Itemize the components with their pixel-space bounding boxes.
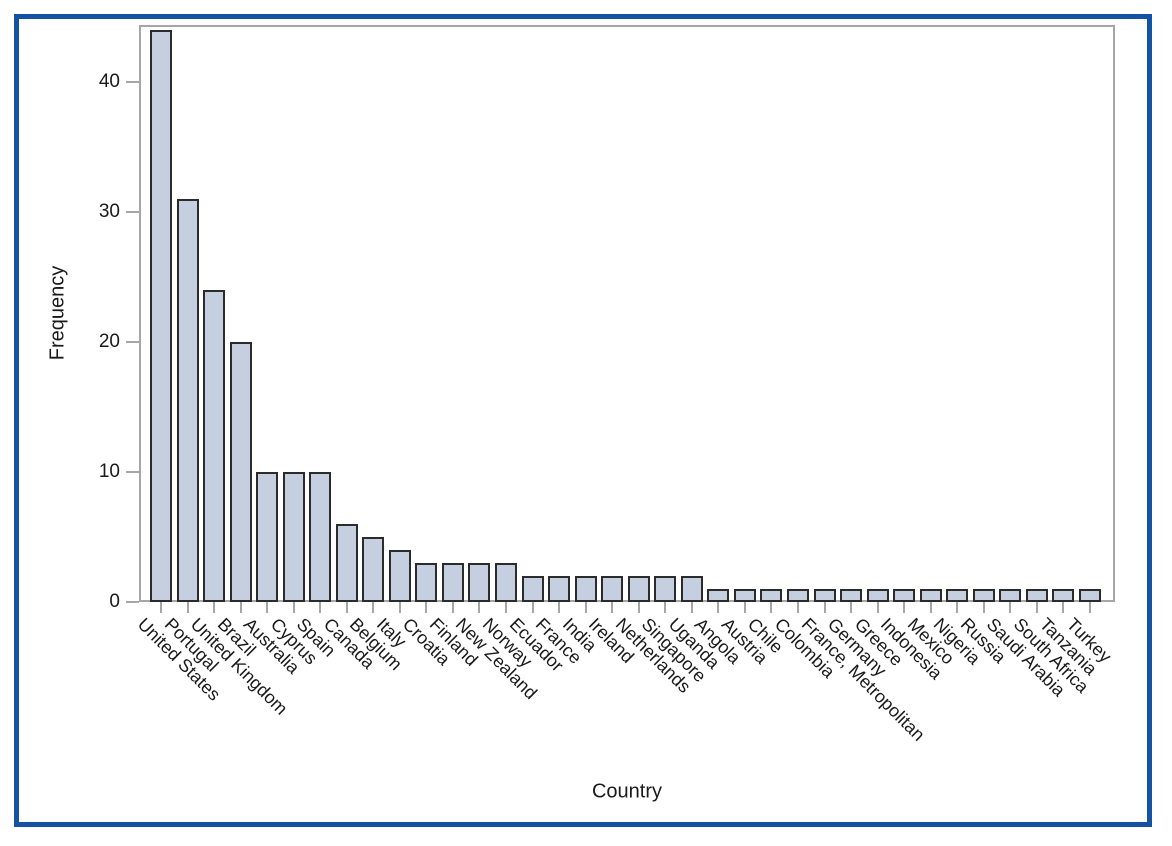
x-tick-mark <box>425 602 428 613</box>
x-tick-mark <box>637 602 640 613</box>
bar-brazil <box>229 342 252 602</box>
x-tick-mark <box>770 602 773 613</box>
bar-portugal <box>176 199 199 602</box>
y-tick-mark <box>126 601 139 603</box>
bar-south-africa <box>1025 589 1048 602</box>
bar-cyprus <box>282 472 305 602</box>
bar-tanzania <box>1052 589 1075 602</box>
bar-ireland <box>601 576 624 602</box>
x-tick-mark <box>1009 602 1012 613</box>
bar-canada <box>335 524 358 602</box>
bar-netherlands <box>627 576 650 602</box>
x-tick-mark <box>505 602 508 613</box>
bar-united-states <box>150 30 172 602</box>
x-tick-mark <box>584 602 587 613</box>
x-tick-mark <box>850 602 853 613</box>
bar-france-metropolitan <box>813 589 836 602</box>
x-tick-mark <box>1035 602 1038 613</box>
y-tick-label: 30 <box>98 201 120 222</box>
x-tick-mark <box>558 602 561 613</box>
x-tick-mark <box>292 602 295 613</box>
x-tick-mark <box>266 602 269 613</box>
bar-italy <box>388 550 411 602</box>
x-tick-mark <box>876 602 879 613</box>
bar-belgium <box>362 537 385 602</box>
x-tick-mark <box>451 602 454 613</box>
bar-finland <box>441 563 464 602</box>
y-tick-label: 10 <box>98 461 120 482</box>
bar-austria <box>733 589 756 602</box>
bar-mexico <box>919 589 942 602</box>
x-tick-mark <box>160 602 162 613</box>
y-tick-mark <box>126 81 139 83</box>
y-tick-label: 0 <box>109 591 120 612</box>
bar-angola <box>707 589 730 602</box>
y-tick-label: 40 <box>98 71 120 92</box>
x-tick-mark <box>345 602 348 613</box>
bar-united-kingdom <box>203 290 226 602</box>
x-tick-mark <box>478 602 481 613</box>
bar-russia <box>972 589 995 602</box>
x-tick-mark <box>531 602 534 613</box>
bar-norway <box>495 563 518 602</box>
x-tick-mark <box>982 602 985 613</box>
bar-indonesia <box>893 589 916 602</box>
x-tick-mark <box>823 602 826 613</box>
bar-france <box>548 576 571 602</box>
bar-colombia <box>786 589 809 602</box>
x-tick-mark <box>796 602 799 613</box>
x-tick-mark <box>1062 602 1065 613</box>
x-tick-mark <box>398 602 401 613</box>
bar-singapore <box>654 576 677 602</box>
x-tick-mark <box>743 602 746 613</box>
y-tick-mark <box>126 471 139 473</box>
bar-spain <box>309 472 332 602</box>
bar-india <box>574 576 597 602</box>
bar-saudi-arabia <box>999 589 1022 602</box>
bar-australia <box>256 472 279 602</box>
x-tick-mark <box>213 602 216 613</box>
x-tick-mark <box>239 602 242 613</box>
x-axis-title: Country <box>591 780 663 803</box>
x-tick-mark <box>717 602 720 613</box>
bar-greece <box>866 589 889 602</box>
bar-uganda <box>680 576 703 602</box>
bar-ecuador <box>521 576 544 602</box>
bar-nigeria <box>946 589 969 602</box>
x-tick-mark <box>956 602 959 613</box>
bar-croatia <box>415 563 438 602</box>
x-tick-mark <box>929 602 932 613</box>
x-tick-mark <box>372 602 375 613</box>
y-tick-mark <box>126 341 139 343</box>
x-tick-mark <box>690 602 693 613</box>
x-tick-mark <box>664 602 667 613</box>
y-tick-label: 20 <box>98 331 120 352</box>
bar-chile <box>760 589 783 602</box>
y-tick-mark <box>126 211 139 213</box>
x-tick-mark <box>1088 602 1091 613</box>
bar-germany <box>840 589 863 602</box>
bar-new-zealand <box>468 563 491 602</box>
x-tick-mark <box>186 602 189 613</box>
bar-turkey <box>1078 589 1101 602</box>
x-tick-mark <box>611 602 614 613</box>
x-tick-mark <box>319 602 322 613</box>
x-tick-mark <box>903 602 906 613</box>
